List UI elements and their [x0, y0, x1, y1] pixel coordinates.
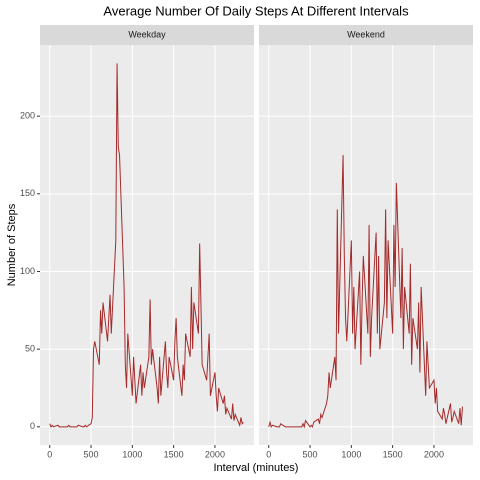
- x-tick-label: 2000: [205, 449, 225, 459]
- x-tick-label: 1500: [383, 449, 403, 459]
- x-tick-label: 500: [303, 449, 318, 459]
- x-tick-label: 1000: [341, 449, 361, 459]
- strip: [259, 25, 473, 45]
- strip: [40, 25, 254, 45]
- x-tick-label: 500: [84, 449, 99, 459]
- panel: [259, 45, 473, 445]
- x-tick-label: 1000: [122, 449, 142, 459]
- y-tick-label: 50: [25, 344, 35, 354]
- x-tick-label: 1500: [164, 449, 184, 459]
- strip-label: Weekday: [128, 29, 166, 39]
- panel: [40, 45, 254, 445]
- x-tick-label: 2000: [424, 449, 444, 459]
- strip-label: Weekend: [347, 29, 385, 39]
- line: [268, 154, 463, 429]
- y-tick-label: 150: [20, 188, 35, 198]
- x-axis-label: Interval (minutes): [214, 462, 299, 474]
- chart-title: Average Number Of Daily Steps At Differe…: [103, 3, 409, 18]
- line: [49, 63, 244, 428]
- y-tick-label: 100: [20, 266, 35, 276]
- y-tick-label: 200: [20, 111, 35, 121]
- x-tick-label: 0: [266, 449, 271, 459]
- y-axis-label: Number of Steps: [6, 203, 18, 286]
- x-tick-label: 0: [47, 449, 52, 459]
- y-tick-label: 0: [30, 421, 35, 431]
